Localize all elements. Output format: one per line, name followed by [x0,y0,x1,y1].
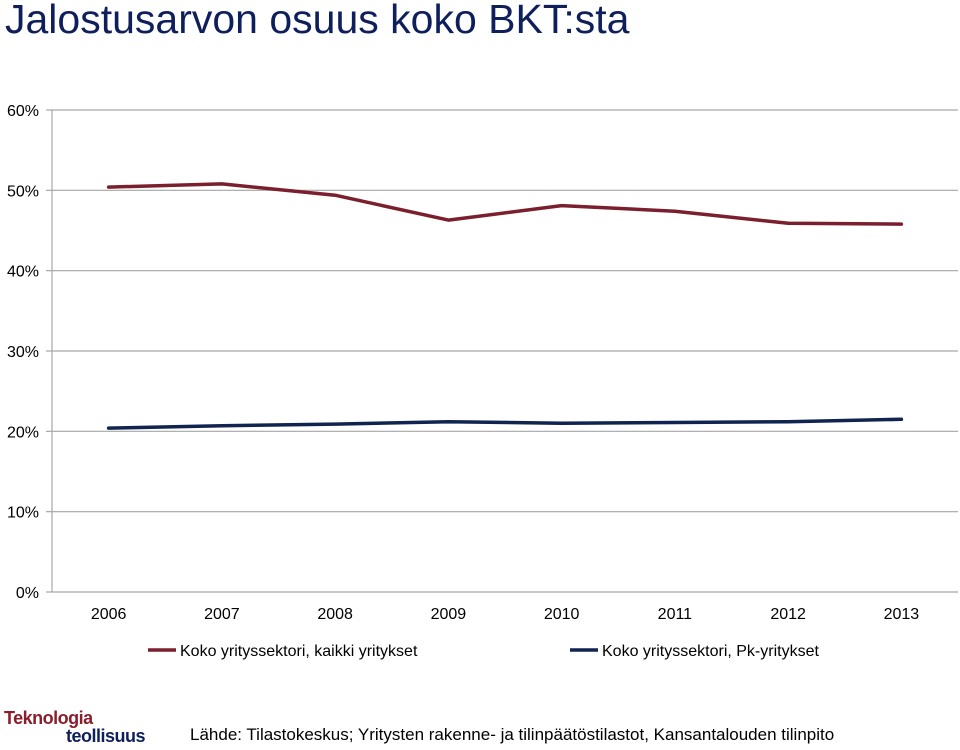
x-tick-label: 2006 [91,606,127,623]
series-lines [106,182,904,430]
source-note: Lähde: Tilastokeskus; Yritysten rakenne-… [190,725,835,744]
logo-line2: teollisuus [66,726,146,746]
logo-line1: Teknologia [4,708,93,728]
x-tick-label: 2011 [658,606,693,623]
y-tick-label: 40% [7,264,39,281]
chart-title: Jalostusarvon osuus koko BKT:sta [5,0,630,42]
y-tick-label: 0% [16,585,39,602]
y-tick-label: 60% [7,103,39,120]
x-tick-label: 2009 [431,606,467,623]
series-line-2 [106,417,904,430]
legend-label-1: Koko yrityssektori, kaikki yritykset [180,643,418,660]
series-line-1 [106,182,904,226]
x-tick-label: 2013 [884,606,920,623]
x-tick-label: 2010 [544,606,580,623]
y-tick-label: 10% [7,505,39,522]
line-chart: 0% 10% 20% 30% 40% 50% 60% 2006 2007 2008 2009 201… [7,103,958,660]
grid [46,109,958,593]
x-axis-ticks: 2006 2007 2008 2009 2010 2011 2012 2013 [91,606,919,623]
legend: Koko yrityssektori, kaikki yritykset Koko… [148,643,819,660]
legend-label-2: Koko yrityssektori, Pk-yritykset [602,643,819,660]
y-tick-label: 20% [7,424,39,441]
y-tick-label: 30% [7,344,39,361]
y-tick-label: 50% [7,183,39,200]
x-tick-label: 2007 [204,606,240,623]
x-tick-label: 2012 [770,606,806,623]
x-tick-label: 2008 [317,606,353,623]
teknologiateollisuus-logo: Teknologia teollisuus [4,708,174,748]
y-axis-ticks: 0% 10% 20% 30% 40% 50% 60% [7,103,39,602]
